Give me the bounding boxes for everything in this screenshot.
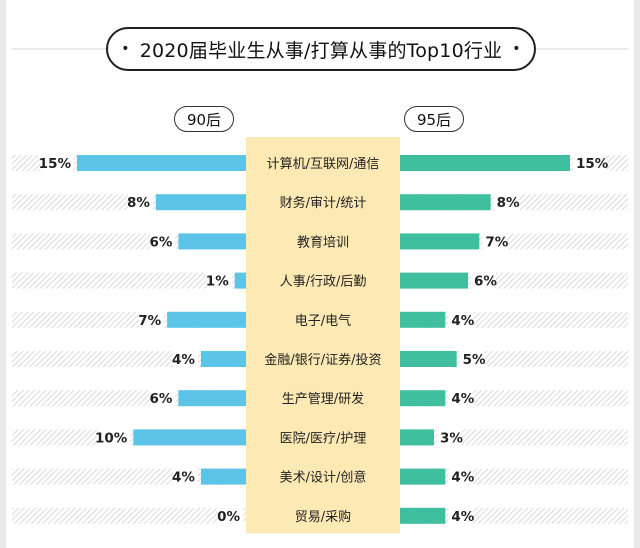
track-left <box>12 272 246 289</box>
bar-right <box>400 468 446 485</box>
value-label-right: 3% <box>440 430 463 446</box>
category-label: 计算机/互联网/通信 <box>267 157 380 172</box>
bar-left <box>178 390 246 407</box>
value-label-left: 4% <box>172 470 195 486</box>
value-label-left: 6% <box>149 234 172 250</box>
label-bg-right <box>448 389 474 408</box>
category-label: 人事/行政/后勤 <box>280 275 367 290</box>
label-bg-right <box>493 193 519 212</box>
value-label-right: 7% <box>485 234 508 250</box>
label-bg-right <box>437 428 462 447</box>
value-label-right: 8% <box>497 195 520 211</box>
category-label: 电子/电气 <box>295 313 351 329</box>
label-bg-right <box>573 154 607 172</box>
bar-right <box>400 155 570 171</box>
category-label: 医院/医疗/护理 <box>280 431 367 446</box>
value-label-left: 1% <box>206 274 229 290</box>
bar-right <box>400 233 480 250</box>
label-bg-left <box>172 467 198 486</box>
label-bg-left <box>139 310 165 329</box>
bar-right <box>400 194 491 211</box>
value-label-left: 6% <box>149 391 172 407</box>
value-label-right: 15% <box>576 156 609 172</box>
value-label-left: 7% <box>138 313 161 329</box>
category-label: 教育培训 <box>297 234 349 250</box>
value-label-right: 4% <box>451 391 474 407</box>
value-label-left: 4% <box>172 352 195 368</box>
bar-left <box>178 233 246 250</box>
bar-left <box>200 468 246 485</box>
group-label-left: 90后 <box>174 106 234 132</box>
value-label-right: 4% <box>451 470 474 486</box>
label-bg-left <box>206 271 232 290</box>
bar-right <box>400 390 446 407</box>
title-bullet-left: • <box>121 41 130 57</box>
label-bg-left <box>96 428 131 447</box>
label-bg-left <box>40 154 74 172</box>
bar-right <box>400 311 446 328</box>
bar-left <box>167 311 246 328</box>
label-bg-right <box>448 467 474 486</box>
category-column <box>246 137 400 533</box>
bar-right <box>400 351 457 367</box>
category-label: 财务/审计/统计 <box>280 195 367 211</box>
value-label-right: 4% <box>451 509 474 525</box>
label-bg-left <box>218 506 243 525</box>
track-right <box>400 351 628 367</box>
track-right <box>400 429 628 446</box>
category-label: 金融/银行/证券/投资 <box>264 352 381 368</box>
bar-right <box>400 429 434 446</box>
chart-title-text: 2020届毕业生从事/打算从事的Top10行业 <box>139 39 503 62</box>
label-bg-right <box>448 310 474 329</box>
bar-left <box>77 155 246 171</box>
group-label-right: 95后 <box>404 106 464 132</box>
label-bg-left <box>150 232 176 251</box>
category-label: 美术/设计/创意 <box>280 470 367 486</box>
bar-left <box>234 272 246 289</box>
track-left <box>12 507 246 524</box>
label-bg-right <box>471 271 496 290</box>
category-label: 生产管理/研发 <box>282 391 364 407</box>
label-bg-right <box>482 232 508 251</box>
bar-left <box>155 194 246 211</box>
label-bg-left <box>150 389 176 408</box>
page-edge-right <box>634 0 640 548</box>
bar-right <box>400 507 446 524</box>
chart-title: • 2020届毕业生从事/打算从事的Top10行业 • <box>106 27 536 71</box>
bar-left <box>200 351 246 367</box>
value-label-left: 8% <box>127 195 150 211</box>
label-bg-left <box>172 350 198 368</box>
bar-right <box>400 272 468 289</box>
value-label-left: 15% <box>39 156 72 172</box>
label-bg-left <box>127 193 153 212</box>
value-label-left: 10% <box>95 430 128 446</box>
label-bg-right <box>459 350 485 368</box>
title-bullet-right: • <box>512 41 521 57</box>
value-label-right: 5% <box>463 352 486 368</box>
bar-left <box>133 429 246 446</box>
value-label-left: 0% <box>217 509 240 525</box>
category-label: 贸易/采购 <box>295 509 351 525</box>
value-label-right: 4% <box>451 313 474 329</box>
page-edge-left <box>0 0 6 548</box>
label-bg-right <box>448 506 474 525</box>
value-label-right: 6% <box>474 274 497 290</box>
